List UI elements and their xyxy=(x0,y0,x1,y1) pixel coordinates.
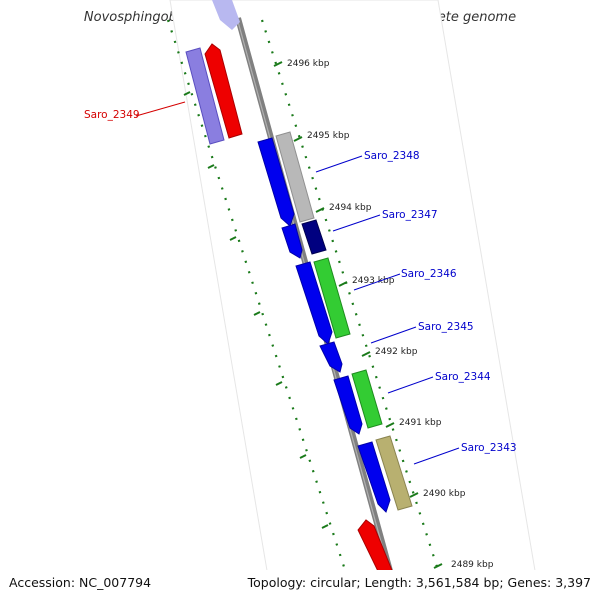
scale-label-2493: 2493 kbp xyxy=(352,276,395,286)
gene-leader-saro2345 xyxy=(370,326,417,344)
scale-tick-2491 xyxy=(385,422,395,428)
scale-tick-2496 xyxy=(273,61,283,67)
gene-leader-saro2343 xyxy=(413,447,460,465)
minor-tick xyxy=(299,454,307,459)
gene-feature-saro2345 xyxy=(319,341,343,373)
gene-label-saro2349[interactable]: Saro_2349 xyxy=(84,109,140,121)
gene-label-saro2345[interactable]: Saro_2345 xyxy=(418,321,474,333)
gene-label-saro2346[interactable]: Saro_2346 xyxy=(401,268,457,280)
gene-label-saro2343[interactable]: Saro_2343 xyxy=(461,442,517,454)
gene-feature-blue-1 xyxy=(257,137,295,227)
gene-leader-saro2348 xyxy=(315,155,363,173)
scale-tick-2490 xyxy=(409,492,419,498)
scale-label-2491: 2491 kbp xyxy=(399,418,442,428)
genome-summary-text: Topology: circular; Length: 3,561,584 bp… xyxy=(247,575,591,590)
scale-label-2495: 2495 kbp xyxy=(307,131,350,141)
gene-feature-saro2344 xyxy=(351,369,383,429)
minor-tick xyxy=(321,524,329,529)
minor-tick xyxy=(183,91,191,96)
gene-feature-saro2348 xyxy=(275,131,315,223)
gene-leader-saro2347 xyxy=(332,214,381,232)
scale-tick-2495 xyxy=(293,136,303,142)
gene-leader-saro2349 xyxy=(135,101,186,117)
gene-feature-saro2347 xyxy=(301,219,327,255)
minor-tick xyxy=(229,236,237,241)
gene-feature-saro2346 xyxy=(313,257,351,339)
gene-feature-red-2 xyxy=(357,519,393,570)
minor-tick xyxy=(253,311,261,316)
scale-label-2492: 2492 kbp xyxy=(375,347,418,357)
gene-feature-blue-4 xyxy=(333,375,363,435)
gene-feature-blue-2 xyxy=(281,223,303,259)
accession-text: Accession: NC_007794 xyxy=(9,575,152,590)
scale-tick-2493 xyxy=(338,281,348,287)
scale-tick-2492 xyxy=(361,351,371,357)
gene-label-saro2348[interactable]: Saro_2348 xyxy=(364,150,420,162)
gene-feature-top xyxy=(212,0,240,30)
gene-feature-saro2343 xyxy=(375,435,413,511)
scale-label-2489: 2489 kbp xyxy=(451,560,494,570)
scale-tick-2494 xyxy=(315,207,325,213)
gene-feature-saro2349 xyxy=(185,47,225,145)
scale-label-2496: 2496 kbp xyxy=(287,59,330,69)
gene-leader-saro2346 xyxy=(353,273,401,291)
gene-leader-saro2344 xyxy=(387,376,434,394)
scale-label-2490: 2490 kbp xyxy=(423,489,466,499)
minor-tick xyxy=(207,164,215,169)
scale-tick-2489 xyxy=(433,563,443,569)
gene-feature-blue-5 xyxy=(357,441,391,513)
scale-label-2494: 2494 kbp xyxy=(329,203,372,213)
gene-label-saro2347[interactable]: Saro_2347 xyxy=(382,209,438,221)
gene-feature-blue-3 xyxy=(295,261,333,345)
gene-label-saro2344[interactable]: Saro_2344 xyxy=(435,371,491,383)
minor-tick xyxy=(275,381,283,386)
gene-feature-red-1 xyxy=(204,43,243,139)
